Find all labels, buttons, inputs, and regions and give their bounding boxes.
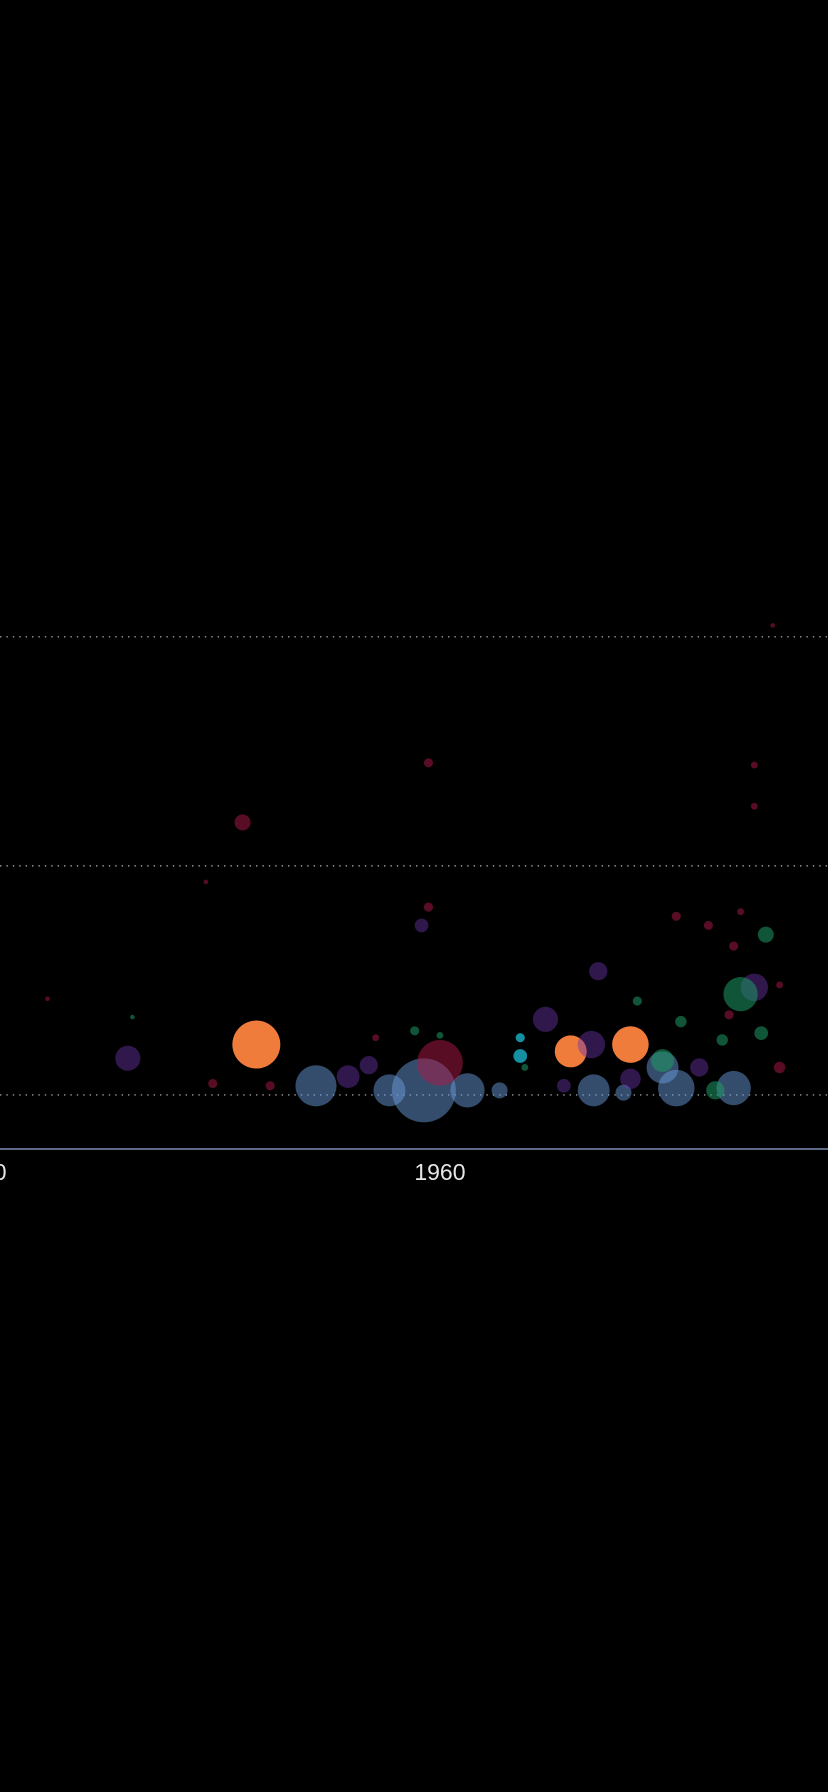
bubble <box>45 996 50 1002</box>
bubble <box>773 1061 786 1074</box>
bubble <box>423 758 434 768</box>
bubble <box>515 1033 525 1043</box>
bubble <box>632 996 642 1006</box>
bubble <box>532 1006 559 1032</box>
bubble <box>716 1034 728 1046</box>
bubble <box>620 1068 641 1090</box>
bubble <box>513 1049 528 1063</box>
bubble <box>491 1082 508 1099</box>
bubble <box>265 1081 275 1091</box>
bubble <box>589 962 608 981</box>
bubble <box>729 941 739 951</box>
bubble <box>232 1020 281 1069</box>
bubble <box>208 1078 218 1089</box>
bubble <box>671 911 681 921</box>
bubble <box>410 1026 420 1036</box>
bubble <box>750 761 758 769</box>
bubble <box>776 981 784 989</box>
bubble <box>577 1030 606 1059</box>
bubble <box>675 1015 687 1028</box>
bubble <box>651 1049 674 1073</box>
bubble <box>203 879 209 885</box>
bubble <box>737 908 744 916</box>
bubble <box>234 814 251 831</box>
bubble <box>417 1040 463 1086</box>
bubble <box>557 1078 571 1093</box>
bubble <box>130 1014 135 1020</box>
bubble <box>612 1026 649 1063</box>
bubble <box>423 902 434 912</box>
bubble <box>690 1058 709 1077</box>
bubble <box>757 926 774 943</box>
bubble <box>615 1084 632 1101</box>
bubble <box>436 1031 444 1039</box>
bubble <box>750 802 758 810</box>
bubble <box>754 1026 769 1040</box>
bubble <box>554 1035 587 1068</box>
bubble <box>414 918 429 933</box>
bubble <box>706 1081 725 1100</box>
bubble <box>770 623 775 628</box>
bubble <box>716 1070 751 1106</box>
x-tick-label: 1940 <box>0 1159 7 1185</box>
bubble <box>521 1064 529 1071</box>
bubble <box>373 1074 406 1107</box>
bubble <box>577 1074 610 1107</box>
bubble <box>724 1010 734 1020</box>
bubble <box>723 977 758 1012</box>
bubble <box>703 920 714 930</box>
bubble <box>336 1065 360 1089</box>
bubble <box>295 1065 337 1107</box>
bubble <box>115 1045 141 1071</box>
x-tick-label: 1960 <box>414 1159 465 1185</box>
bubble <box>372 1034 380 1042</box>
bubble <box>450 1073 485 1108</box>
bubble <box>359 1056 378 1075</box>
